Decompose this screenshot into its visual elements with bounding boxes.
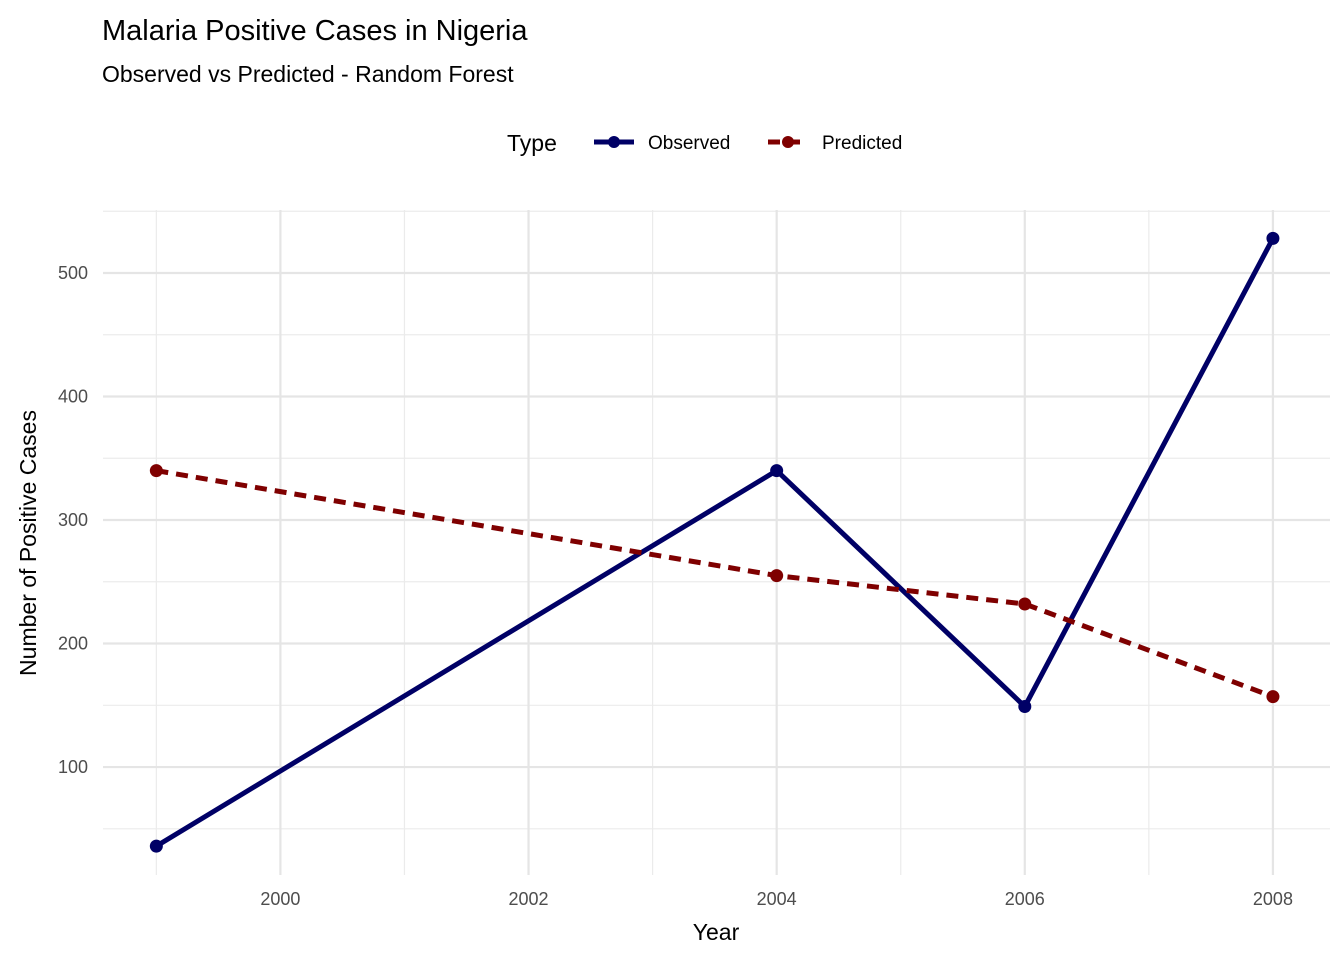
y-tick-label: 200 <box>58 634 88 654</box>
x-tick-label: 2000 <box>260 889 300 909</box>
chart-title: Malaria Positive Cases in Nigeria <box>102 15 528 47</box>
y-tick-label: 500 <box>58 263 88 283</box>
x-tick-label: 2002 <box>509 889 549 909</box>
legend-key-point-observed <box>608 136 620 148</box>
y-tick-label: 300 <box>58 510 88 530</box>
legend-label-observed: Observed <box>648 133 730 154</box>
observed-point <box>149 839 163 853</box>
predicted-point <box>770 569 784 583</box>
predicted-point <box>1018 597 1032 611</box>
x-tick-label: 2004 <box>757 889 797 909</box>
x-axis-label: Year <box>693 919 740 945</box>
observed-point <box>1266 231 1280 245</box>
legend-key-point-predicted <box>782 136 794 148</box>
predicted-line <box>155 468 1274 699</box>
observed-line <box>155 237 1276 849</box>
x-tick-label: 2008 <box>1253 889 1293 909</box>
observed-point <box>1018 700 1032 714</box>
legend-label-predicted: Predicted <box>822 133 902 154</box>
x-tick-label: 2006 <box>1005 889 1045 909</box>
legend-title: Type <box>507 130 557 156</box>
legend: Type Observed Predicted <box>507 130 902 156</box>
y-tick-label: 400 <box>58 387 88 407</box>
predicted-point <box>1266 690 1280 704</box>
y-tick-label: 100 <box>58 757 88 777</box>
y-axis-label: Number of Positive Cases <box>15 410 41 676</box>
observed-point <box>770 464 784 478</box>
predicted-point <box>149 464 163 478</box>
chart-subtitle: Observed vs Predicted - Random Forest <box>102 61 514 87</box>
